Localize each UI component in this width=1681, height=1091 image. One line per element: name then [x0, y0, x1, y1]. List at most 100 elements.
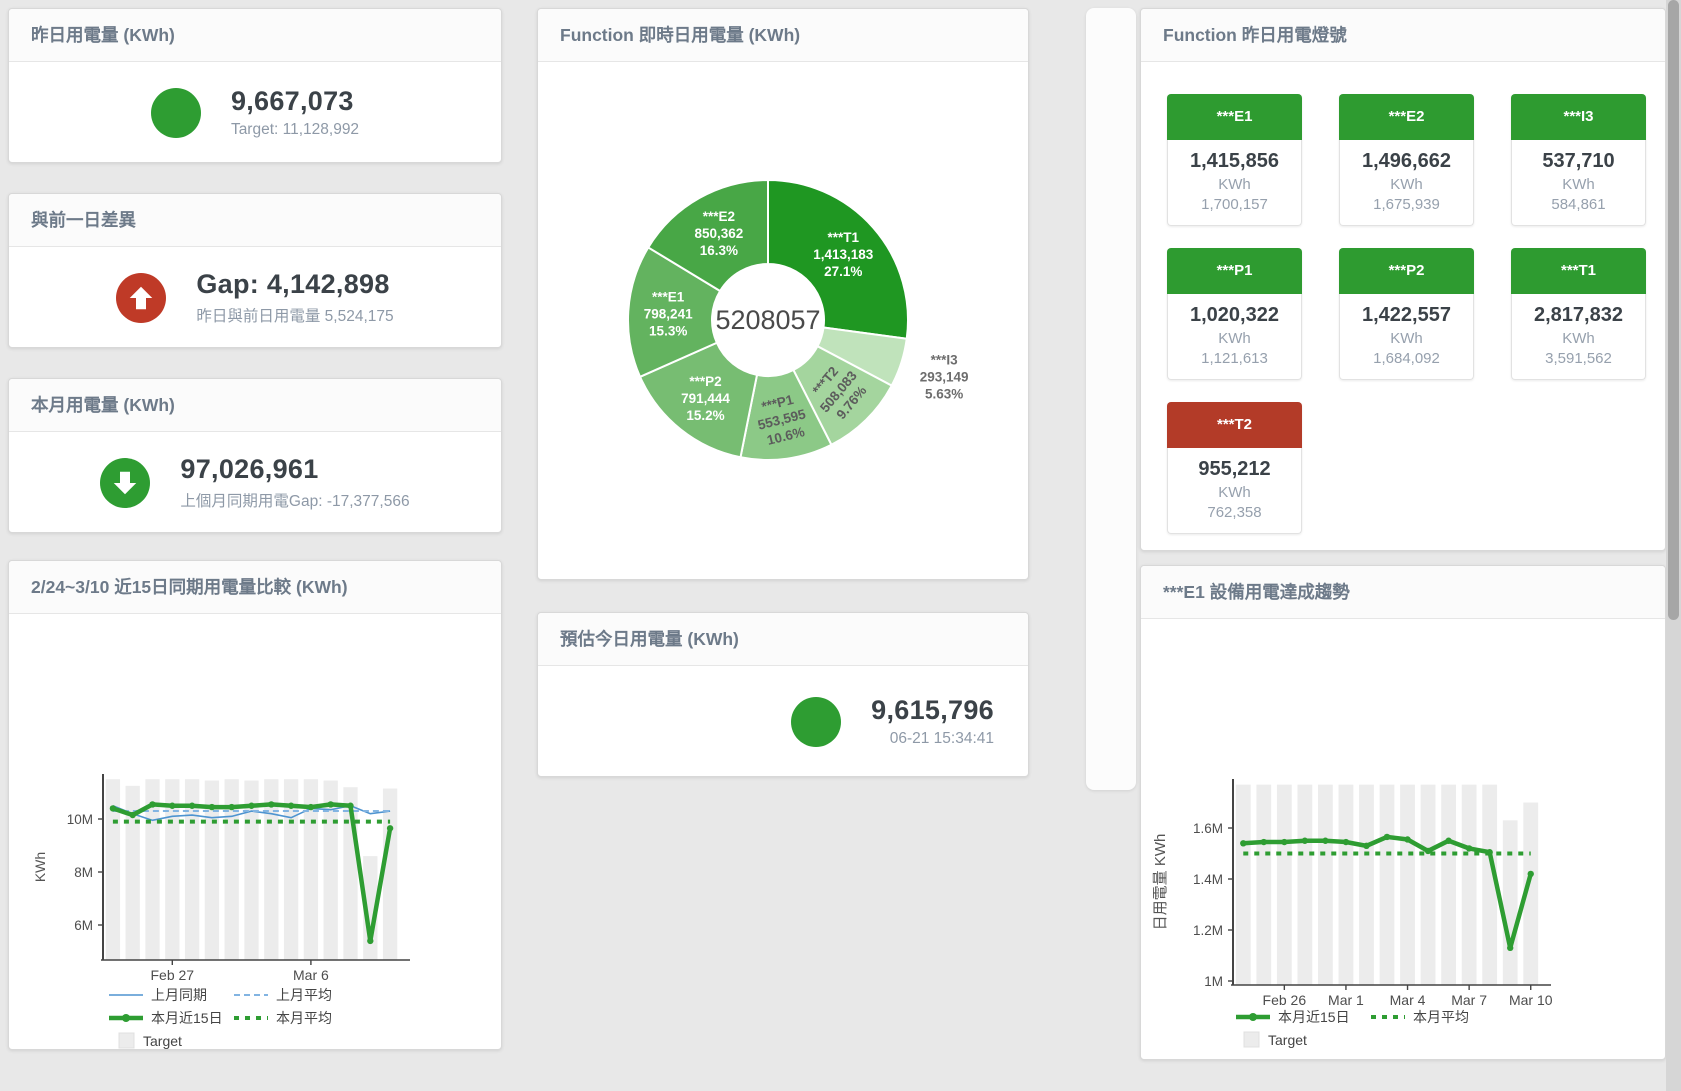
- legend-item-本月近15日[interactable]: 本月近15日: [109, 1010, 223, 1026]
- legend-item-本月平均[interactable]: 本月平均: [234, 1010, 332, 1026]
- target-bar[interactable]: [105, 779, 121, 960]
- target-bar[interactable]: [1523, 802, 1539, 986]
- data-point[interactable]: [327, 801, 334, 808]
- yesterday-usage-value: 9,667,073: [230, 86, 354, 116]
- arrow-down-circle-icon: [100, 457, 151, 508]
- data-point[interactable]: [1342, 838, 1350, 846]
- data-point[interactable]: [1322, 837, 1329, 844]
- target-bar[interactable]: [125, 785, 140, 960]
- target-bar[interactable]: [1359, 784, 1374, 985]
- data-point[interactable]: [1527, 870, 1534, 878]
- legend-item-Target[interactable]: Target: [118, 1032, 182, 1049]
- target-bar[interactable]: [1256, 784, 1272, 985]
- donut-slice-T1[interactable]: [767, 178, 909, 340]
- tile-unit: KWh: [1218, 484, 1251, 501]
- target-bar[interactable]: [1420, 784, 1436, 985]
- data-point[interactable]: [149, 801, 156, 808]
- target-bar[interactable]: [1338, 784, 1354, 985]
- tile-target: 3,591,562: [1545, 350, 1612, 367]
- data-point[interactable]: [1465, 845, 1473, 852]
- lamp-tile-P1[interactable]: ***P1 1,020,322 KWh 1,121,613: [1167, 248, 1302, 380]
- target-bar[interactable]: [1400, 784, 1415, 985]
- realtime-donut-chart[interactable]: ***T1 1,413,183 27.1%***I3 293,149 5.63%***T…: [538, 62, 1028, 580]
- legend-item-上月同期[interactable]: 上月同期: [109, 987, 207, 1003]
- target-bar[interactable]: [264, 779, 279, 960]
- tile-body: 2,817,832 KWh 3,591,562: [1511, 294, 1646, 380]
- data-point[interactable]: [109, 805, 117, 812]
- lamp-tile-E2[interactable]: ***E2 1,496,662 KWh 1,675,939: [1339, 94, 1474, 226]
- e1-trend-chart[interactable]: 1M 1.2M 1.4M 1.6M Feb 26 Mar 1 Mar 4 Mar 7 Mar 1…: [1141, 619, 1665, 1060]
- target-bar[interactable]: [165, 779, 180, 960]
- data-point[interactable]: [1383, 833, 1391, 841]
- data-point[interactable]: [129, 811, 136, 819]
- lamp-tile-P2[interactable]: ***P2 1,422,557 KWh 1,684,092: [1339, 248, 1474, 380]
- data-point[interactable]: [208, 803, 216, 811]
- data-point[interactable]: [1507, 944, 1514, 952]
- target-bar[interactable]: [244, 780, 259, 960]
- data-point[interactable]: [1363, 842, 1370, 850]
- data-point[interactable]: [228, 803, 235, 811]
- lamp-tile-T1[interactable]: ***T1 2,817,832 KWh 3,591,562: [1511, 248, 1646, 380]
- data-point[interactable]: [386, 825, 394, 832]
- target-bar[interactable]: [224, 779, 239, 960]
- lamp-tile-I3[interactable]: ***I3 537,710 KWh 584,861: [1511, 94, 1646, 226]
- data-point[interactable]: [367, 937, 374, 945]
- target-bar[interactable]: [1318, 784, 1333, 985]
- lamp-tile-E1[interactable]: ***E1 1,415,856 KWh 1,700,157: [1167, 94, 1302, 226]
- legend-item-Target[interactable]: Target: [1243, 1031, 1307, 1048]
- target-bar[interactable]: [283, 779, 299, 960]
- donut-slice-P2[interactable]: [638, 341, 759, 459]
- legend-item-本月近15日[interactable]: 本月近15日: [1236, 1009, 1350, 1025]
- target-bar[interactable]: [204, 780, 220, 960]
- data-point[interactable]: [1404, 836, 1411, 843]
- target-bar[interactable]: [145, 779, 160, 960]
- card-month-title: 本月用電量 (KWh): [9, 379, 501, 432]
- svg-text:Target: Target: [143, 1033, 182, 1049]
- y-axis-title: KWh: [32, 852, 48, 882]
- card-month-usage: 本月用電量 (KWh) 97,026,961 上個月同期用電Gap: -17,3…: [8, 378, 502, 533]
- data-point[interactable]: [307, 803, 315, 811]
- data-point[interactable]: [188, 802, 196, 809]
- target-bar[interactable]: [363, 856, 378, 960]
- data-point[interactable]: [1240, 840, 1247, 847]
- data-point[interactable]: [268, 801, 275, 808]
- day-gap-value: Gap: 4,142,898: [196, 269, 390, 299]
- data-point[interactable]: [1260, 838, 1267, 846]
- data-point[interactable]: [248, 802, 255, 809]
- legend-item-本月平均[interactable]: 本月平均: [1371, 1009, 1469, 1025]
- data-point[interactable]: [1281, 838, 1288, 846]
- donut-slice-E2[interactable]: [646, 178, 769, 293]
- target-bar[interactable]: [1297, 784, 1313, 985]
- tile-name: ***T2: [1167, 402, 1302, 448]
- donut-label-E1: ***E1 798,241 15.3%: [644, 290, 693, 339]
- tile-unit: KWh: [1390, 330, 1423, 347]
- donut-slice-E1[interactable]: [627, 246, 722, 379]
- target-bar[interactable]: [1441, 784, 1456, 985]
- lamp-tile-T2[interactable]: ***T2 955,212 KWh 762,358: [1167, 402, 1302, 534]
- data-point[interactable]: [347, 802, 354, 809]
- target-bar[interactable]: [1379, 784, 1395, 985]
- data-point[interactable]: [1424, 847, 1432, 855]
- target-bar[interactable]: [1482, 784, 1498, 985]
- svg-text:上月平均: 上月平均: [276, 987, 332, 1003]
- page-scrollbar[interactable]: [1666, 0, 1681, 1091]
- data-point[interactable]: [287, 802, 295, 809]
- scrollbar-thumb[interactable]: [1668, 0, 1679, 620]
- target-bar[interactable]: [303, 779, 319, 960]
- target-bar[interactable]: [184, 779, 200, 960]
- tile-value: 537,710: [1542, 150, 1615, 172]
- target-bar[interactable]: [382, 788, 398, 960]
- data-point[interactable]: [1301, 837, 1309, 844]
- target-bar[interactable]: [323, 780, 338, 960]
- target-bar[interactable]: [1235, 784, 1251, 985]
- x-axis-tick: Mar 10: [1509, 992, 1553, 1008]
- donut-label-P2: ***P2 791,444 15.2%: [681, 374, 730, 423]
- target-bar[interactable]: [1502, 820, 1518, 985]
- data-point[interactable]: [169, 802, 176, 809]
- target-bar[interactable]: [1461, 784, 1477, 985]
- data-point[interactable]: [1445, 837, 1452, 844]
- tile-unit: KWh: [1390, 176, 1423, 193]
- legend-item-上月平均[interactable]: 上月平均: [234, 987, 332, 1003]
- target-bar[interactable]: [1276, 784, 1292, 985]
